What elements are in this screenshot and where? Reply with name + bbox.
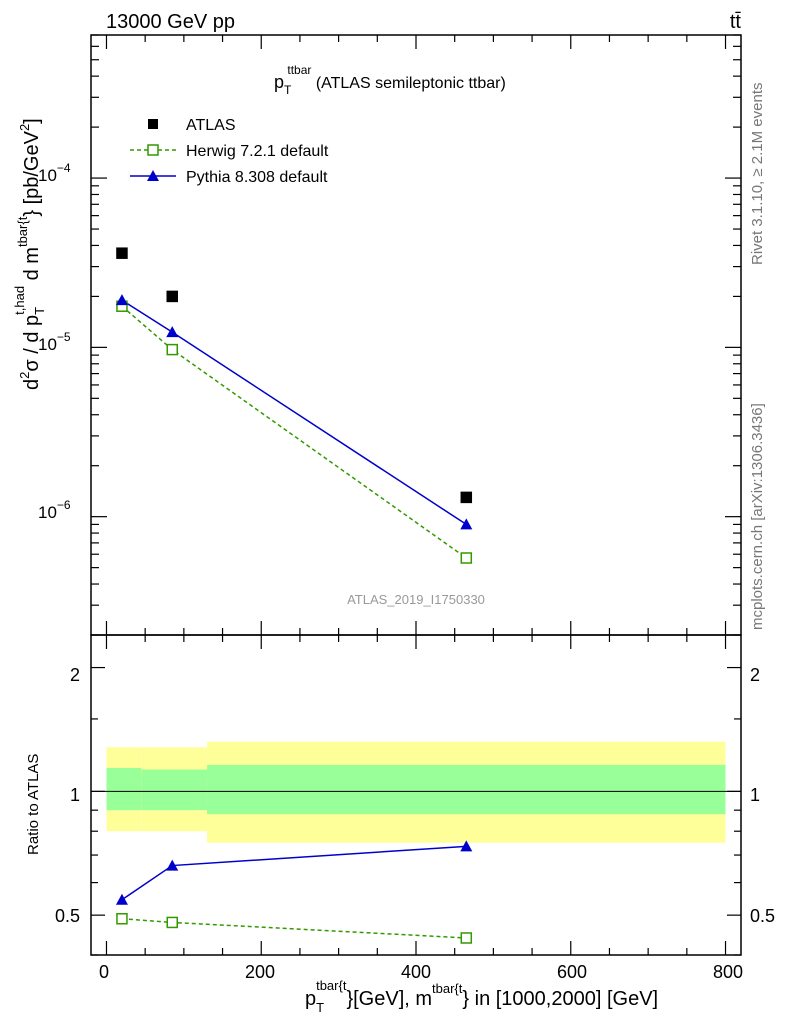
herwig-point (166, 343, 178, 356)
xlabel-m-sup: tbar{t (432, 981, 463, 996)
ratio-tick-2: 2 (70, 665, 80, 685)
xlabel-p-sub: T (316, 1000, 324, 1015)
uncertainty-band-inner (106, 767, 142, 811)
ylabel-pt-sup: t,had (12, 286, 27, 315)
header-right: tt̄ (730, 11, 742, 33)
x-tick-800: 800 (713, 962, 743, 982)
y-tick-exp: −5 (57, 330, 71, 344)
ylabel-pt-sub: T (32, 307, 47, 315)
ylabel-d2-sup: 2 (17, 372, 32, 379)
pythia-ratio-point (460, 840, 473, 852)
legend-pythia-label: Pythia 8.308 default (186, 169, 328, 186)
legend-herwig-marker (147, 144, 159, 156)
uncertainty-band-inner (141, 769, 208, 811)
uncertainty-band-inner (207, 764, 726, 815)
y-tick-base: 10 (38, 335, 57, 354)
ratio-bands (91, 741, 741, 843)
ylabel-unit: } [pb/GeV (21, 130, 43, 216)
legend-data-label: ATLAS (186, 117, 236, 134)
pythia-ratio-point (115, 893, 128, 905)
atlas-data-point (166, 290, 178, 303)
legend: ATLAS Herwig 7.2.1 default Pythia 8.308 … (130, 117, 329, 186)
ratio-tick-0.5-right: 0.5 (750, 906, 775, 926)
herwig-ratio-point (460, 932, 473, 944)
y-tick-exp: −6 (57, 498, 71, 512)
y-tick-label-1e-6: 10−6 (38, 498, 71, 522)
atlas-data-point (460, 491, 473, 504)
plot-title-sub: T (284, 83, 292, 97)
pythia-point (115, 294, 128, 306)
ratio-tick-1: 1 (70, 785, 80, 805)
plot-title-main: p (274, 72, 284, 92)
ratio-tick-0.5: 0.5 (55, 906, 80, 926)
ratio-axis-label: Ratio to ATLAS (25, 754, 42, 855)
ylabel-sigma: σ / d p (21, 315, 43, 372)
herwig-ratio-point (116, 913, 128, 925)
ratio-tick-2-right: 2 (750, 665, 760, 685)
y-tick-label-1e-4: 10−4 (38, 161, 71, 185)
bottom-frame (90, 634, 742, 956)
xlabel-mid: }[GeV], m (346, 988, 432, 1010)
pythia-point (460, 518, 473, 530)
y-tick-base: 10 (38, 166, 57, 185)
legend-data-marker (148, 119, 158, 129)
ylabel-m-sup: tbar{t (15, 216, 30, 247)
ratio-tick-labels-left: 0.5 1 2 (55, 665, 80, 926)
y-tick-label-1e-5: 10−5 (38, 330, 71, 354)
legend-herwig-label: Herwig 7.2.1 default (186, 143, 329, 160)
x-tick-400: 400 (401, 962, 431, 982)
plot-title: pTttbar (ATLAS semileptonic ttbar) (274, 63, 506, 97)
plot-title-rest: (ATLAS semileptonic ttbar) (311, 75, 505, 92)
legend-pythia-marker (147, 170, 159, 181)
x-tick-0: 0 (99, 962, 109, 982)
y-tick-exp: −4 (57, 161, 71, 175)
x-tick-600: 600 (557, 962, 587, 982)
x-tick-labels: 0 200 400 600 800 (99, 962, 743, 982)
top-y-tick-labels: 10−6 10−5 10−4 (38, 161, 71, 522)
ylabel-unit-sup: 2 (17, 124, 32, 131)
xlabel-p: p (305, 988, 316, 1010)
xlabel-p-sup: tbar{t (316, 978, 347, 993)
source-label: mcplots.cern.ch [arXiv:1306.3436] (749, 403, 766, 630)
x-axis-label: pTtbar{t}[GeV], mtbar{t} in [1000,2000] … (305, 978, 658, 1015)
top-y-axis-label: d2σ / d pTt,had d mtbar{t} [pb/GeV2] (12, 118, 47, 390)
herwig-point (460, 552, 473, 564)
pythia-ratio-line (121, 845, 467, 901)
pythia-ratio-point (166, 859, 179, 871)
ylabel-d2: d (21, 379, 43, 390)
axes-ticks (91, 34, 741, 956)
header-left: 13000 GeV pp (106, 11, 235, 33)
pythia-point (166, 326, 179, 338)
ratio-tick-1-right: 1 (750, 785, 760, 805)
ratio-tick-labels-right: 0.5 1 2 (750, 665, 775, 926)
herwig-ratio-point (166, 916, 178, 929)
ylabel-close: ] (21, 118, 43, 124)
xlabel-end: } in [1000,2000] [GeV] (462, 988, 658, 1010)
plot-title-sup: ttbar (287, 63, 311, 77)
x-tick-200: 200 (245, 962, 275, 982)
series-marks (115, 247, 473, 944)
ylabel-dm: d m (21, 247, 43, 286)
y-tick-base: 10 (38, 503, 57, 522)
atlas-data-point (116, 247, 128, 259)
rivet-label: Rivet 3.1.10, ≥ 2.1M events (749, 83, 766, 266)
analysis-watermark: ATLAS_2019_I1750330 (347, 592, 485, 607)
